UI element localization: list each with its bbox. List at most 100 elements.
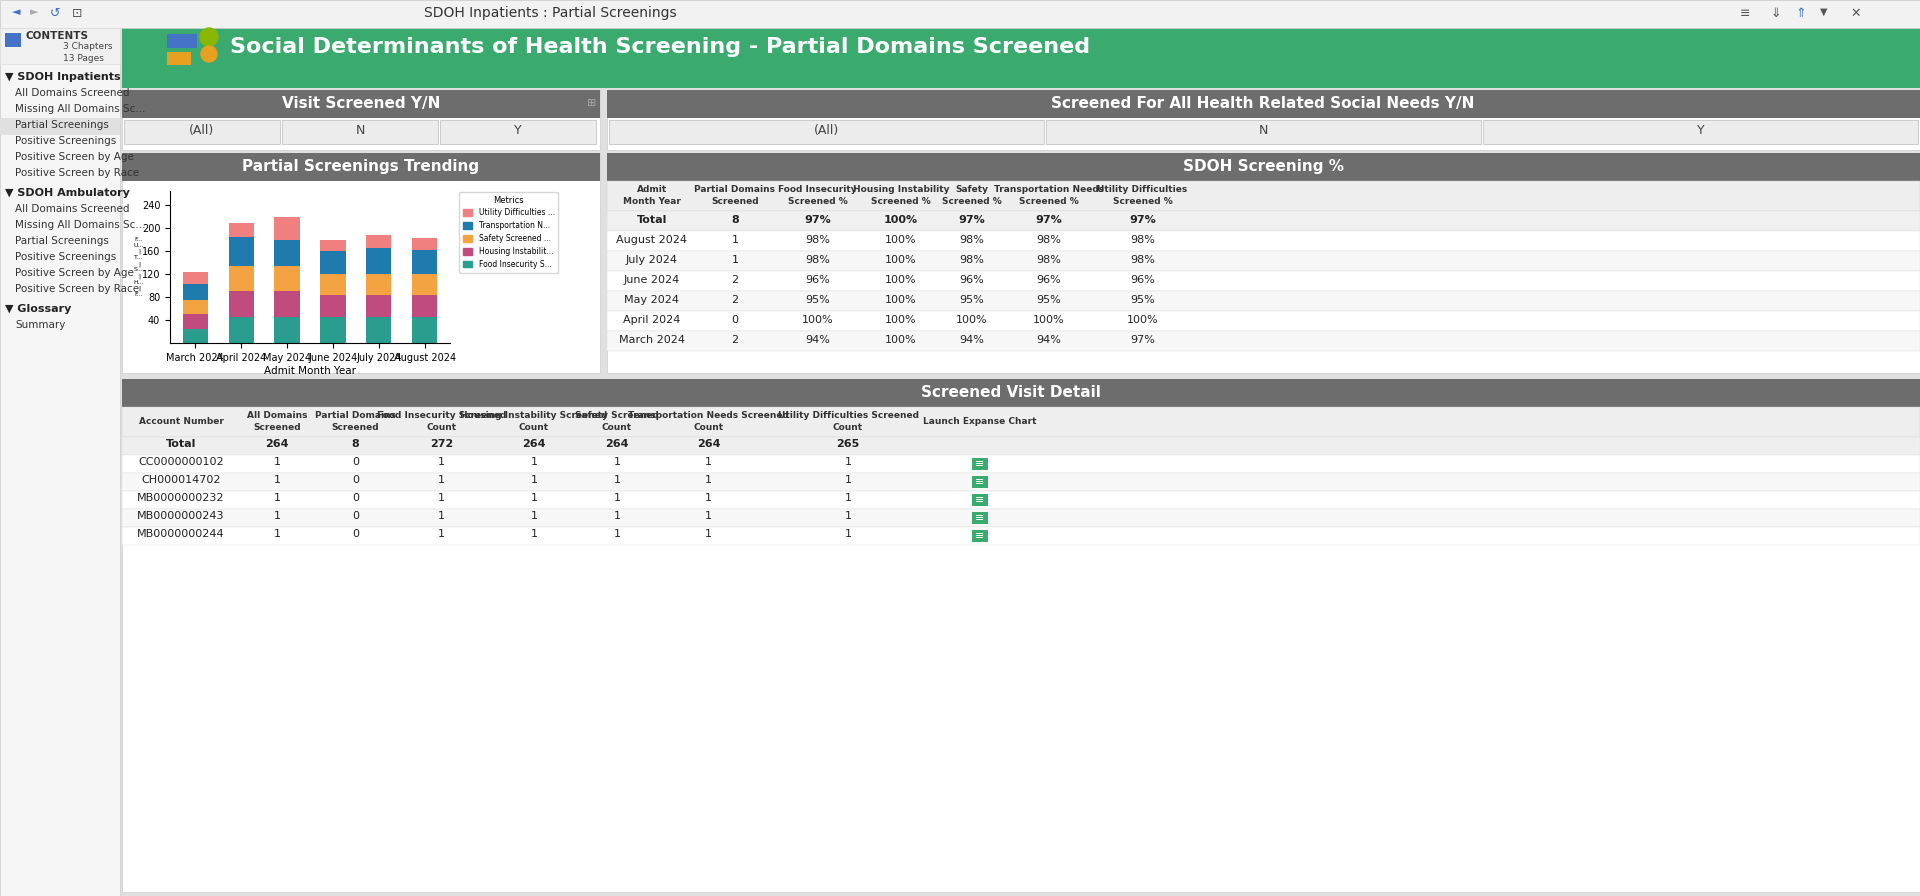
Circle shape bbox=[200, 28, 219, 46]
Text: ▼: ▼ bbox=[1820, 7, 1828, 17]
Text: March 2024: March 2024 bbox=[618, 335, 685, 345]
Text: MB0000000243: MB0000000243 bbox=[136, 511, 225, 521]
Text: 1: 1 bbox=[614, 529, 620, 539]
Text: Total: Total bbox=[165, 439, 196, 449]
Text: August 2024: August 2024 bbox=[616, 235, 687, 245]
Text: 8: 8 bbox=[351, 439, 359, 449]
Text: SDOH Screening %: SDOH Screening % bbox=[1183, 159, 1344, 174]
Bar bbox=[182, 272, 207, 284]
Text: 272: 272 bbox=[430, 439, 453, 449]
Text: Positive Screenings: Positive Screenings bbox=[15, 252, 117, 262]
Text: 100%: 100% bbox=[885, 315, 918, 325]
Text: (All): (All) bbox=[190, 124, 215, 137]
Text: 1: 1 bbox=[530, 511, 538, 521]
Text: Transportation Needs: Transportation Needs bbox=[995, 185, 1104, 194]
Text: SDOH Inpatients : Partial Screenings: SDOH Inpatients : Partial Screenings bbox=[424, 6, 676, 20]
Bar bbox=[367, 235, 392, 248]
Text: 1: 1 bbox=[530, 457, 538, 467]
Text: Visit Screened Y/N: Visit Screened Y/N bbox=[282, 96, 440, 111]
Text: ✕: ✕ bbox=[1851, 7, 1860, 20]
Text: Partial Screenings Trending: Partial Screenings Trending bbox=[242, 159, 480, 174]
Bar bbox=[413, 296, 438, 317]
Text: All Domains Screened: All Domains Screened bbox=[15, 88, 129, 98]
Text: All Domains Screened: All Domains Screened bbox=[15, 204, 129, 214]
Text: 1: 1 bbox=[705, 475, 712, 485]
Bar bbox=[123, 527, 1920, 545]
Text: N: N bbox=[355, 124, 365, 137]
Text: Month Year: Month Year bbox=[624, 197, 682, 206]
Bar bbox=[1046, 120, 1480, 144]
Text: 1: 1 bbox=[845, 457, 851, 467]
Text: Safety: Safety bbox=[956, 185, 989, 194]
Text: ≡: ≡ bbox=[975, 477, 985, 487]
Bar bbox=[972, 458, 989, 470]
Bar bbox=[607, 153, 1920, 373]
Bar bbox=[182, 329, 207, 343]
Text: 96%: 96% bbox=[960, 275, 985, 285]
Bar bbox=[972, 530, 989, 542]
Text: CC0000000102: CC0000000102 bbox=[138, 457, 225, 467]
Bar bbox=[123, 379, 1920, 892]
Bar bbox=[607, 90, 1920, 150]
Text: 98%: 98% bbox=[960, 235, 985, 245]
Text: 96%: 96% bbox=[1037, 275, 1062, 285]
Text: 264: 264 bbox=[265, 439, 288, 449]
Bar bbox=[123, 407, 1920, 437]
Bar bbox=[321, 251, 346, 273]
Bar bbox=[146, 50, 165, 78]
Text: 95%: 95% bbox=[960, 295, 985, 305]
Text: 98%: 98% bbox=[1131, 255, 1156, 265]
Text: 95%: 95% bbox=[1037, 295, 1062, 305]
Bar bbox=[607, 311, 1920, 331]
X-axis label: Admit Month Year: Admit Month Year bbox=[265, 366, 355, 375]
Text: Housing Instability Screened: Housing Instability Screened bbox=[461, 411, 607, 420]
Bar bbox=[123, 473, 1920, 491]
Bar bbox=[125, 120, 280, 144]
Text: 8: 8 bbox=[732, 215, 739, 225]
Text: ≡: ≡ bbox=[975, 531, 985, 541]
Bar bbox=[282, 120, 438, 144]
Text: ▼ SDOH Ambulatory: ▼ SDOH Ambulatory bbox=[6, 188, 131, 198]
Circle shape bbox=[202, 46, 217, 62]
Bar bbox=[321, 296, 346, 317]
Bar bbox=[182, 284, 207, 300]
Text: 1: 1 bbox=[273, 529, 280, 539]
Bar bbox=[275, 265, 300, 291]
Text: 1: 1 bbox=[845, 475, 851, 485]
Text: April 2024: April 2024 bbox=[624, 315, 682, 325]
Bar bbox=[0, 118, 119, 135]
Bar bbox=[972, 512, 989, 524]
Text: 0: 0 bbox=[351, 493, 359, 503]
Text: 100%: 100% bbox=[1033, 315, 1066, 325]
Text: Positive Screen by Age: Positive Screen by Age bbox=[15, 268, 134, 278]
Text: Food Insecurity Screened: Food Insecurity Screened bbox=[376, 411, 507, 420]
Text: 97%: 97% bbox=[1131, 335, 1156, 345]
Text: 100%: 100% bbox=[1127, 315, 1158, 325]
Bar bbox=[0, 0, 1920, 28]
Bar bbox=[6, 33, 21, 47]
Bar bbox=[321, 317, 346, 343]
Text: Admit: Admit bbox=[637, 185, 666, 194]
Text: Count: Count bbox=[426, 423, 457, 432]
Legend: Utility Difficulties ..., Transportation N..., Safety Screened ..., Housing Inst: Utility Difficulties ..., Transportation… bbox=[459, 192, 559, 272]
Bar bbox=[607, 181, 1920, 211]
Text: Launch Expanse Chart: Launch Expanse Chart bbox=[924, 417, 1037, 426]
Bar bbox=[972, 476, 989, 488]
Text: Y: Y bbox=[1697, 124, 1705, 137]
Text: 98%: 98% bbox=[960, 255, 985, 265]
Text: Missing All Domains Sc...: Missing All Domains Sc... bbox=[15, 104, 146, 114]
Text: Count: Count bbox=[518, 423, 549, 432]
Text: ↺: ↺ bbox=[50, 7, 61, 20]
Text: 97%: 97% bbox=[958, 215, 985, 225]
Text: ≡: ≡ bbox=[975, 459, 985, 469]
Text: 1: 1 bbox=[614, 457, 620, 467]
Text: Count: Count bbox=[693, 423, 724, 432]
Text: 1: 1 bbox=[273, 493, 280, 503]
Text: 98%: 98% bbox=[804, 235, 829, 245]
Bar bbox=[228, 237, 253, 265]
Bar bbox=[321, 240, 346, 251]
Text: 1: 1 bbox=[438, 475, 445, 485]
Y-axis label: F...
U...
|
T...
|
S...
|
H...
|
F...: F... U... | T... | S... | H... | F... bbox=[134, 237, 144, 297]
Bar bbox=[607, 153, 1920, 181]
Text: July 2024: July 2024 bbox=[626, 255, 678, 265]
